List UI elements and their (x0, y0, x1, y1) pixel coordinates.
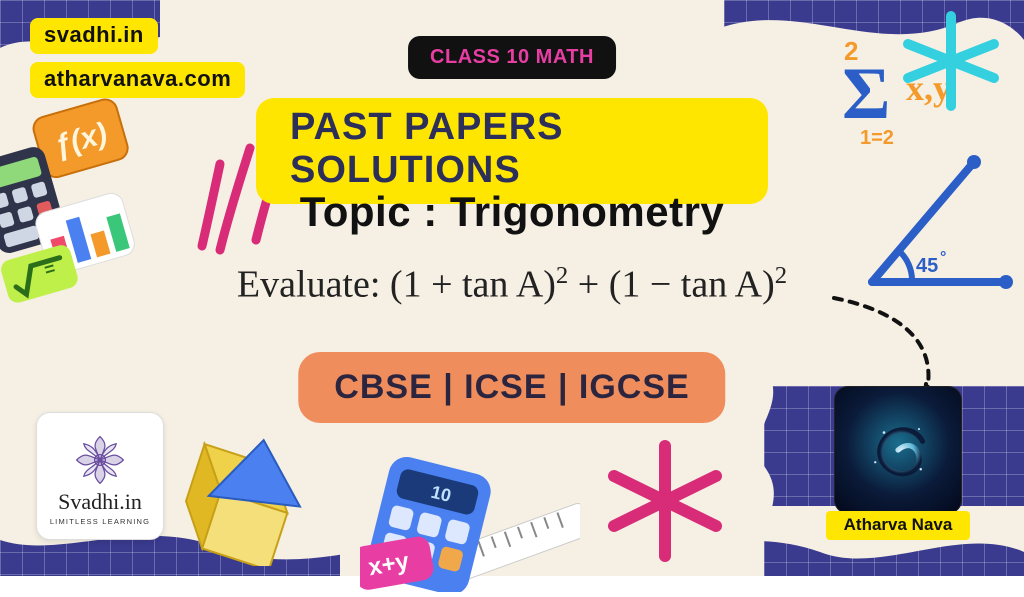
website-links: svadhi.in atharvanava.com (30, 18, 245, 98)
mandala-icon (73, 433, 127, 487)
topic-prefix: Topic : (300, 188, 450, 235)
formula-sup2: 2 (775, 262, 787, 289)
formula-plus: + (568, 264, 608, 306)
topic-name: Trigonometry (450, 188, 724, 235)
class-badge: CLASS 10 MATH (408, 36, 616, 79)
link-svadhi[interactable]: svadhi.in (30, 18, 158, 54)
formula: Evaluate: (1 + tan A)2 + (1 − tan A)2 (237, 262, 787, 307)
formula-sup1: 2 (556, 262, 568, 289)
galaxy-icon (863, 415, 933, 485)
svg-text:°: ° (940, 249, 946, 266)
formula-right: (1 − tan A) (609, 264, 775, 306)
logo-atharva[interactable] (834, 386, 962, 514)
asterisk-pink-icon (600, 436, 730, 566)
svadhi-tagline: LIMITLESS LEARNING (50, 517, 150, 526)
asterisk-cyan-icon (896, 6, 1006, 116)
topic-line: Topic : Trigonometry (300, 188, 725, 236)
atharva-label: Atharva Nava (826, 511, 970, 540)
boards-pill: CBSE | ICSE | IGCSE (298, 352, 725, 423)
svadhi-brand-text: Svadhi.in (58, 489, 142, 515)
sigma-bottom: 1=2 (860, 127, 894, 149)
logo-svadhi[interactable]: Svadhi.in LIMITLESS LEARNING (36, 412, 164, 540)
svg-text:Σ: Σ (842, 53, 890, 135)
calculator-ruler-icon: 10 x+y (360, 442, 580, 592)
formula-label: Evaluate: (237, 264, 390, 306)
svg-text:45: 45 (916, 255, 938, 277)
formula-left: (1 + tan A) (390, 264, 556, 306)
angle-45-icon: 45 ° (854, 150, 1014, 300)
geometry-shapes-icon (150, 426, 320, 566)
link-atharvanava[interactable]: atharvanava.com (30, 62, 245, 98)
